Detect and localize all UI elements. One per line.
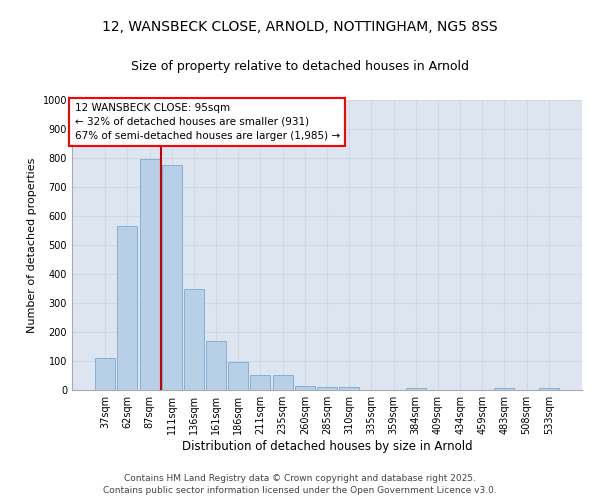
Bar bbox=[494, 388, 514, 390]
Bar bbox=[295, 386, 315, 390]
Bar bbox=[406, 388, 426, 390]
Text: Size of property relative to detached houses in Arnold: Size of property relative to detached ho… bbox=[131, 60, 469, 73]
Bar bbox=[317, 386, 337, 390]
Bar bbox=[184, 288, 204, 390]
Text: Contains HM Land Registry data © Crown copyright and database right 2025.
Contai: Contains HM Land Registry data © Crown c… bbox=[103, 474, 497, 495]
Bar bbox=[339, 387, 359, 390]
X-axis label: Distribution of detached houses by size in Arnold: Distribution of detached houses by size … bbox=[182, 440, 472, 453]
Bar bbox=[95, 358, 115, 390]
Bar bbox=[228, 362, 248, 390]
Bar bbox=[162, 166, 182, 390]
Bar bbox=[539, 388, 559, 390]
Bar bbox=[118, 226, 137, 390]
Bar bbox=[140, 160, 160, 390]
Bar bbox=[250, 375, 271, 390]
Bar bbox=[206, 340, 226, 390]
Y-axis label: Number of detached properties: Number of detached properties bbox=[27, 158, 37, 332]
Text: 12 WANSBECK CLOSE: 95sqm
← 32% of detached houses are smaller (931)
67% of semi-: 12 WANSBECK CLOSE: 95sqm ← 32% of detach… bbox=[74, 103, 340, 141]
Text: 12, WANSBECK CLOSE, ARNOLD, NOTTINGHAM, NG5 8SS: 12, WANSBECK CLOSE, ARNOLD, NOTTINGHAM, … bbox=[102, 20, 498, 34]
Bar bbox=[272, 375, 293, 390]
